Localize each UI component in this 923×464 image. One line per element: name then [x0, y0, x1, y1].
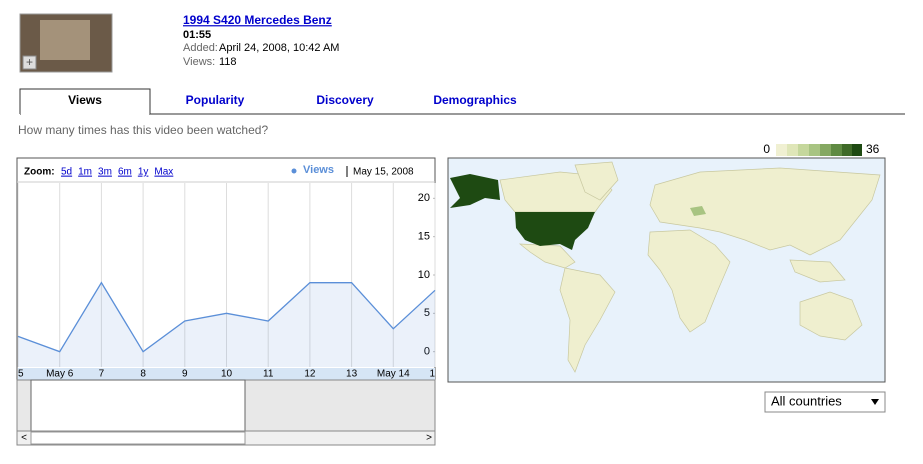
y-tick-label: 20 — [418, 192, 430, 204]
x-tick-label: 10 — [221, 369, 233, 380]
scroll-left[interactable]: < — [21, 433, 27, 444]
chart-date: May 15, 2008 — [353, 167, 414, 178]
tab[interactable]: Views — [68, 93, 102, 107]
active-tab-gap — [21, 113, 149, 115]
tab[interactable]: Demographics — [433, 93, 517, 107]
land-south-america — [559, 267, 616, 373]
plus-icon: + — [26, 55, 33, 69]
active-tab[interactable] — [19, 88, 151, 114]
x-tick-label: 9 — [182, 369, 188, 380]
zoom-option[interactable]: 6m — [118, 167, 132, 178]
zoom-option[interactable]: 1m — [78, 167, 92, 178]
legend-dot — [291, 168, 297, 174]
question: How many times has this video been watch… — [18, 123, 268, 137]
legend-min: 0 — [763, 142, 770, 156]
views-label: Views: — [183, 56, 215, 68]
y-tick-label: 5 — [424, 307, 430, 319]
land-africa — [647, 229, 731, 333]
region-usa — [515, 212, 595, 250]
thumbnail-detail — [40, 20, 90, 60]
x-tick-label: 1 — [429, 369, 435, 380]
video-title[interactable]: 1994 S420 Mercedes Benz — [183, 13, 332, 27]
plot: 0 5 10 15 20 5 May 6 7 8 9 10 11 12 13 May 14 1 — [17, 183, 436, 380]
area — [18, 282, 435, 367]
y-tick-label: 10 — [418, 269, 430, 281]
legend-step — [831, 144, 842, 156]
country-dropdown[interactable]: All countries — [764, 391, 886, 413]
legend-step — [820, 144, 831, 156]
x-axis-band — [18, 368, 435, 380]
x-tick-label: May 6 — [46, 369, 74, 380]
x-tick-label: 5 — [18, 369, 24, 380]
legend-label: Views — [303, 164, 334, 176]
legend-step — [787, 144, 798, 156]
legend-step — [809, 144, 820, 156]
legend-step — [842, 144, 852, 156]
zoom-label: Zoom: — [24, 167, 55, 178]
views-value: 118 — [219, 56, 237, 68]
x-tick-label: 11 — [263, 369, 274, 380]
x-tick-label: 8 — [140, 369, 146, 380]
y-tick-label: 15 — [418, 231, 430, 243]
x-tick-label: 13 — [346, 369, 358, 380]
dropdown-value: All countries — [771, 393, 842, 408]
tab[interactable]: Popularity — [186, 93, 245, 107]
scroll-right[interactable]: > — [426, 433, 432, 444]
added-value: April 24, 2008, 10:42 AM — [219, 42, 339, 54]
scroll-thumb[interactable] — [30, 431, 246, 445]
region-alaska — [450, 174, 500, 208]
zoom-option[interactable]: Max — [154, 167, 173, 178]
land-indonesia — [789, 259, 846, 283]
thumbnail-plus[interactable] — [22, 55, 37, 70]
land-australia — [799, 291, 863, 341]
zoom-option[interactable]: 1y — [138, 167, 149, 178]
x-tick-label: 7 — [99, 369, 105, 380]
video-duration: 01:55 — [183, 29, 211, 41]
legend-max: 36 — [866, 142, 880, 156]
legend-step — [852, 144, 862, 156]
land-eurasia — [649, 167, 881, 256]
line — [17, 281, 436, 353]
zoom-option[interactable]: 5d — [61, 167, 72, 178]
zoom-option[interactable]: 3m — [98, 167, 112, 178]
dropdown-box[interactable] — [764, 391, 886, 413]
region-europe — [690, 206, 706, 216]
x-tick-label: May 14 — [377, 369, 410, 380]
added-label: Added: — [183, 42, 218, 54]
tab[interactable]: Discovery — [316, 93, 374, 107]
y-tick-label: 0 — [424, 346, 430, 358]
legend-step — [776, 144, 787, 156]
legend-step — [798, 144, 809, 156]
land-greenland — [574, 161, 619, 201]
dropdown-arrow — [871, 399, 879, 405]
world-map — [447, 157, 886, 383]
x-tick-label: 12 — [304, 369, 316, 380]
legend-scale — [776, 144, 862, 156]
navigator-window[interactable] — [30, 379, 246, 432]
